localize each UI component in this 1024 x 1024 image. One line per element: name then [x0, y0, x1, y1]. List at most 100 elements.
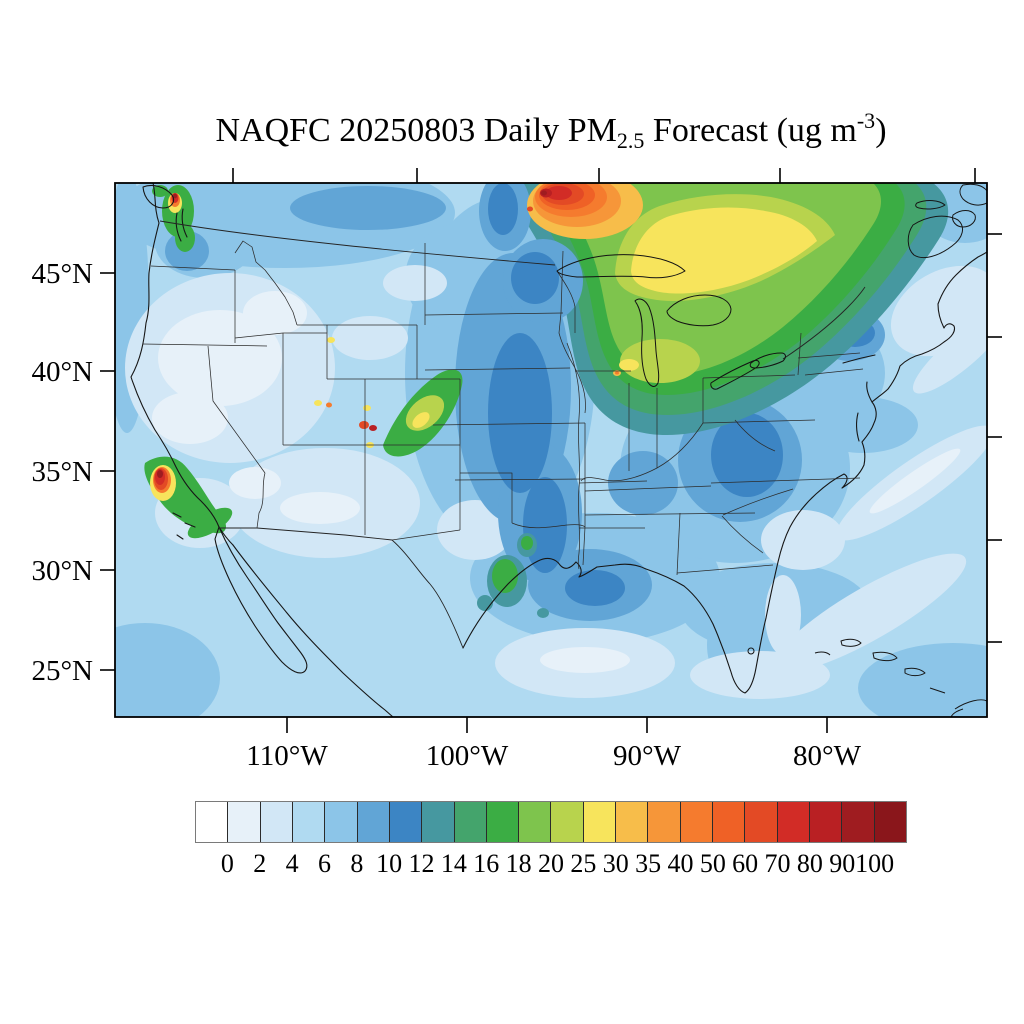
colorbar-label-10: 10	[376, 849, 403, 878]
contour-level-0-2	[152, 291, 961, 673]
lon-label-80: 80°W	[793, 740, 862, 772]
title-superscript: -3	[856, 108, 876, 133]
lake-ontario	[749, 352, 786, 369]
nova-scotia	[907, 215, 964, 259]
colorbar-label-70: 70	[764, 849, 791, 878]
colorbar-segment-16	[712, 802, 745, 842]
colorbar-segment-10	[518, 802, 551, 842]
colorbar-label-50: 50	[699, 849, 726, 878]
colorbar-segment-8	[453, 802, 486, 842]
lake-superior	[556, 254, 686, 279]
colorbar-segments	[196, 802, 906, 842]
colorbar-segment-0	[196, 802, 228, 842]
band-25-30	[631, 207, 817, 294]
colorbar-segment-1	[227, 802, 260, 842]
colorbar-segment-21	[873, 802, 906, 842]
lat-label-25: 25°N	[31, 655, 93, 687]
title-subscript: 2.5	[616, 128, 645, 153]
lat-label-45: 45°N	[31, 258, 93, 290]
title-middle: Forecast (ug m	[644, 112, 857, 149]
colorbar-label-100: 100	[855, 849, 895, 878]
prince-edward-island	[915, 200, 946, 210]
colorbar-segment-4	[324, 802, 357, 842]
colorbar-label-90: 90	[829, 849, 856, 878]
maritime-islands	[814, 183, 987, 717]
chart-title: NAQFC 20250803 Daily PM2.5 Forecast (ug …	[115, 108, 987, 154]
colorbar-segment-11	[550, 802, 583, 842]
map-frame	[114, 182, 988, 718]
contour-pnw-hotspot	[152, 185, 195, 252]
colorbar-segment-15	[679, 802, 712, 842]
colorbar-label-6: 6	[317, 849, 331, 878]
colorbar-segment-17	[744, 802, 777, 842]
long-island	[842, 354, 876, 364]
colorbar-label-4: 4	[285, 849, 299, 878]
contour-california-hotspot	[144, 456, 233, 539]
contour-texas-patches	[477, 533, 549, 618]
colorbar-label-8: 8	[350, 849, 364, 878]
chesapeake-bay	[856, 412, 860, 442]
colorbar-segment-13	[615, 802, 648, 842]
colorbar-label-2: 2	[253, 849, 267, 878]
colorbar-segment-14	[647, 802, 680, 842]
st-lawrence-river	[782, 286, 866, 360]
coastlines	[130, 183, 987, 717]
cuba	[950, 699, 987, 717]
mexico-mainland-coast	[232, 544, 394, 717]
contour-michigan-spots	[613, 339, 700, 383]
colorbar-label-16: 16	[473, 849, 500, 878]
contour-colorado-streak	[314, 337, 463, 457]
colorbar-label-25: 25	[570, 849, 597, 878]
colorbar-label-12: 12	[408, 849, 435, 878]
colorbar-segment-9	[485, 802, 519, 842]
lon-label-100: 100°W	[426, 740, 509, 772]
contour-plume-hot-core	[527, 183, 643, 239]
channel-islands	[172, 512, 196, 540]
colorbar-label-0: 0	[220, 849, 234, 878]
puget-sound	[175, 208, 188, 242]
colorbar-label-40: 40	[667, 849, 694, 878]
cape-breton	[952, 210, 976, 228]
contour-fills	[115, 183, 987, 717]
colorbar-segment-5	[356, 802, 389, 842]
title-prefix: NAQFC 20250803 Daily PM	[215, 112, 617, 149]
colorbar-segment-3	[291, 802, 325, 842]
colorbar-label-18: 18	[505, 849, 532, 878]
colorbar-label-14: 14	[440, 849, 467, 878]
delaware-bay	[866, 381, 873, 403]
colorbar-segment-20	[841, 802, 874, 842]
lon-label-90: 90°W	[613, 740, 682, 772]
lat-label-30: 30°N	[31, 555, 93, 587]
colorbar-segment-18	[776, 802, 809, 842]
lake-erie	[710, 360, 760, 390]
colorbar-segment-19	[808, 802, 842, 842]
colorado-river-delta	[218, 526, 234, 546]
colorbar-label-80: 80	[796, 849, 823, 878]
colorbar-segment-6	[388, 802, 422, 842]
lake-huron	[666, 294, 732, 327]
colorbar-labels: 0 2 4 6 8 10 12 14 16 18 20 25 30 35 40 50 60 70 80 90 100	[195, 849, 907, 879]
lake-michigan	[634, 298, 660, 387]
state-borders	[142, 240, 864, 576]
colorbar-label-20: 20	[538, 849, 564, 878]
gulf-atlantic-coast	[462, 251, 987, 694]
lat-label-40: 40°N	[31, 356, 93, 388]
map-plot-area	[115, 183, 987, 717]
axis-ticks	[100, 168, 1002, 733]
pacific-coast	[130, 183, 220, 528]
colorbar	[195, 801, 907, 843]
colorbar-label-60: 60	[732, 849, 759, 878]
vancouver-island	[142, 184, 175, 209]
colorbar-segment-12	[582, 802, 616, 842]
bahamas	[814, 638, 946, 694]
colorbar-label-30: 30	[602, 849, 629, 878]
great-lakes	[556, 254, 786, 655]
colorbar-label-35: 35	[635, 849, 662, 878]
title-suffix: )	[875, 112, 887, 149]
map-frame-group: 45°N 40°N 35°N 30°N 25°N 110°W 100°W 90°…	[31, 168, 1002, 772]
colorbar-segment-7	[421, 802, 454, 842]
us-canada-border	[159, 220, 556, 266]
lake-okeechobee	[747, 647, 755, 655]
